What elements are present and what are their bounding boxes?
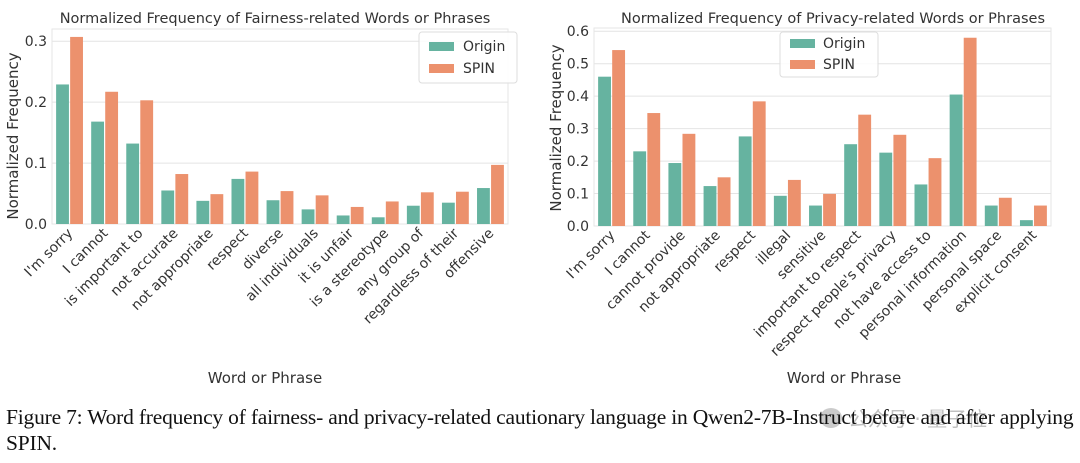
bar-origin <box>336 215 350 224</box>
bar-origin <box>668 163 682 226</box>
bar-origin <box>371 217 385 224</box>
bar-spin <box>612 50 626 227</box>
bar-origin <box>1019 220 1033 226</box>
bar-origin <box>231 178 245 224</box>
y-tick-label: 0.3 <box>567 122 589 138</box>
y-tick-label: 0.1 <box>25 156 47 172</box>
bar-origin <box>598 76 611 226</box>
bars <box>598 37 1047 227</box>
bar-origin <box>477 188 490 224</box>
bar-spin <box>963 37 977 227</box>
legend: Origin SPIN <box>779 31 879 78</box>
bar-spin <box>105 91 119 224</box>
fairness-chart: Normalized Frequency of Fairness-related… <box>4 11 518 387</box>
bar-spin <box>70 36 83 224</box>
bar-spin <box>928 158 942 226</box>
bar-spin <box>647 113 661 226</box>
bar-origin <box>441 202 455 224</box>
y-tick-label: 0.2 <box>567 154 589 170</box>
bar-origin <box>406 205 420 224</box>
legend-swatch-spin <box>790 60 815 69</box>
legend-swatch-origin <box>790 39 815 48</box>
bar-spin <box>787 179 801 226</box>
x-axis-label: Word or Phrase <box>208 369 322 387</box>
y-axis-label: Normalized Frequency <box>547 44 565 211</box>
y-tick-label: 0.1 <box>567 187 589 203</box>
bar-spin <box>998 197 1012 226</box>
y-tick-label: 0.5 <box>567 57 589 73</box>
bar-origin <box>266 200 280 224</box>
y-ticks: 0.0 0.1 0.2 0.3 0.4 0.5 0.6 <box>567 24 589 235</box>
bars <box>56 36 504 224</box>
bar-spin <box>280 191 294 224</box>
y-tick-label: 0.0 <box>25 217 47 233</box>
bar-origin <box>703 186 717 226</box>
legend-label-spin: SPIN <box>823 57 855 73</box>
bar-origin <box>809 205 822 226</box>
bar-origin <box>844 144 858 226</box>
y-tick-label: 0.6 <box>567 24 589 40</box>
y-axis-label: Normalized Frequency <box>4 52 22 219</box>
bar-origin <box>773 195 787 226</box>
privacy-chart: Normalized Frequency of Privacy-related … <box>547 11 1052 387</box>
bar-origin <box>56 84 69 224</box>
bar-origin <box>196 200 210 224</box>
bar-spin <box>858 114 872 226</box>
bar-origin <box>949 94 963 226</box>
bar-spin <box>455 191 469 224</box>
bar-spin <box>420 192 434 224</box>
bar-origin <box>984 205 998 226</box>
bar-spin <box>385 201 399 224</box>
bar-spin <box>1034 205 1047 226</box>
chart-title: Normalized Frequency of Fairness-related… <box>60 11 491 27</box>
figure-caption: Figure 7: Word frequency of fairness- an… <box>6 405 1074 455</box>
bar-origin <box>879 152 893 226</box>
bar-spin <box>682 133 696 226</box>
y-tick-label: 0.0 <box>567 219 589 235</box>
legend-swatch-origin <box>429 42 454 51</box>
x-axis-label: Word or Phrase <box>787 369 901 387</box>
bar-spin <box>175 174 189 224</box>
legend-swatch-spin <box>429 64 454 73</box>
bar-spin <box>491 164 504 224</box>
bar-spin <box>140 100 154 224</box>
bar-spin <box>823 193 836 226</box>
y-ticks: 0.0 0.1 0.2 0.3 <box>25 34 47 233</box>
bar-origin <box>161 190 175 224</box>
bar-spin <box>350 206 364 224</box>
legend-label-origin: Origin <box>463 39 505 55</box>
legend-label-spin: SPIN <box>463 61 495 77</box>
bar-spin <box>315 195 329 224</box>
bar-origin <box>633 151 647 226</box>
bar-origin <box>738 136 752 226</box>
bar-origin <box>126 143 140 224</box>
bar-spin <box>210 194 224 224</box>
bar-spin <box>717 177 731 226</box>
chart-title: Normalized Frequency of Privacy-related … <box>621 11 1045 27</box>
y-tick-label: 0.3 <box>25 34 47 50</box>
y-tick-label: 0.4 <box>567 89 589 105</box>
legend: Origin SPIN <box>418 31 518 84</box>
bar-spin <box>893 134 907 226</box>
y-tick-label: 0.2 <box>25 95 47 111</box>
bar-origin <box>91 121 105 224</box>
bar-spin <box>752 101 766 226</box>
bar-origin <box>914 184 928 226</box>
bar-spin <box>245 171 259 224</box>
legend-label-origin: Origin <box>823 36 865 52</box>
bar-origin <box>301 209 315 224</box>
